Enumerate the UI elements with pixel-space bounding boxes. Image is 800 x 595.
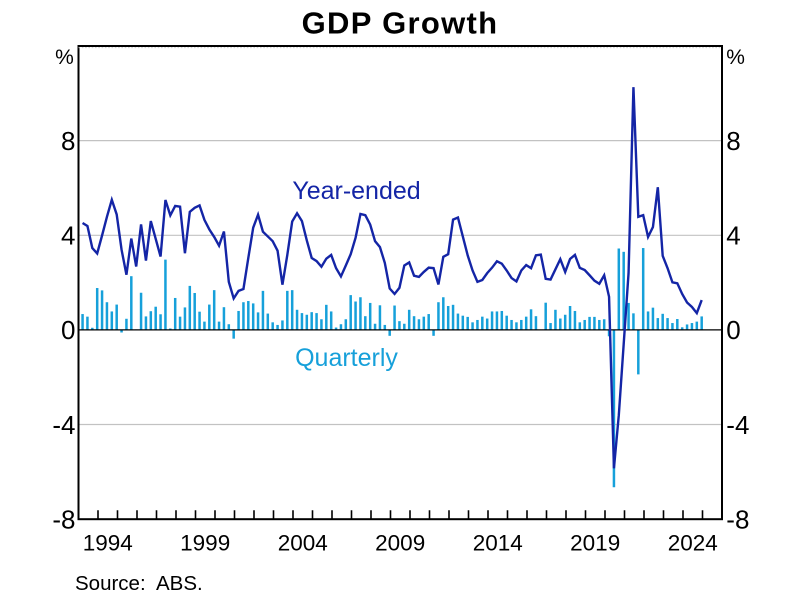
svg-text:Quarterly: Quarterly (295, 344, 398, 372)
svg-text:2004: 2004 (278, 531, 328, 556)
svg-text:Year-ended: Year-ended (292, 177, 420, 205)
svg-text:2024: 2024 (668, 531, 718, 556)
svg-text:2014: 2014 (473, 531, 523, 556)
svg-text:-4: -4 (726, 410, 749, 440)
svg-text:8: 8 (726, 126, 740, 156)
svg-text:-4: -4 (52, 410, 75, 440)
svg-text:GDP Growth: GDP Growth (302, 6, 499, 41)
svg-text:4: 4 (726, 221, 740, 251)
svg-text:%: % (55, 46, 74, 69)
svg-text:8: 8 (61, 126, 75, 156)
svg-text:1994: 1994 (83, 531, 133, 556)
svg-text:Source:: Source: (75, 572, 146, 595)
svg-text:0: 0 (61, 315, 75, 345)
svg-text:2009: 2009 (375, 531, 425, 556)
svg-text:-8: -8 (52, 505, 75, 535)
svg-text:0: 0 (726, 315, 740, 345)
svg-text:-8: -8 (726, 505, 749, 535)
svg-text:ABS.: ABS. (156, 572, 203, 595)
svg-text:4: 4 (61, 221, 75, 251)
svg-text:%: % (726, 46, 745, 69)
svg-text:2019: 2019 (570, 531, 620, 556)
svg-text:1999: 1999 (180, 531, 230, 556)
